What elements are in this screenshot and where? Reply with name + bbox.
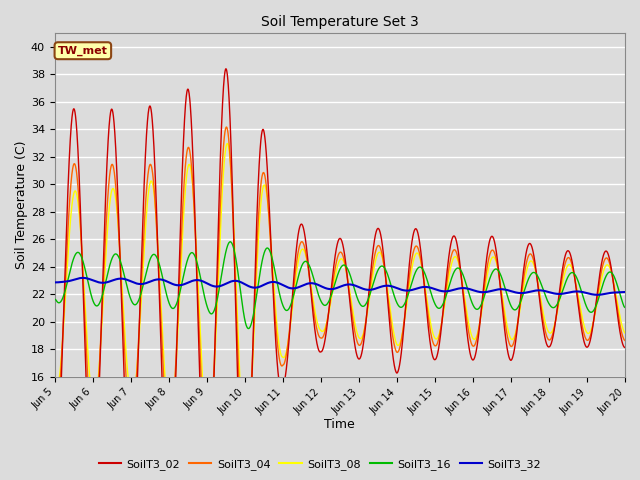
- SoilT3_08: [242, 456, 250, 461]
- SoilT3_32: [406, 288, 413, 293]
- SoilT3_04: [223, 124, 230, 130]
- SoilT3_08: [223, 141, 231, 146]
- SoilT3_02: [621, 345, 629, 350]
- Title: Soil Temperature Set 3: Soil Temperature Set 3: [261, 15, 419, 29]
- SoilT3_16: [621, 305, 629, 311]
- SoilT3_16: [396, 304, 404, 310]
- SoilT3_04: [173, 336, 180, 341]
- SoilT3_32: [396, 286, 404, 292]
- Y-axis label: Soil Temperature (C): Soil Temperature (C): [15, 141, 28, 269]
- SoilT3_04: [210, 365, 218, 371]
- SoilT3_16: [210, 308, 218, 314]
- SoilT3_04: [396, 345, 404, 350]
- SoilT3_32: [51, 279, 59, 285]
- SoilT3_16: [621, 304, 628, 310]
- SoilT3_32: [621, 289, 629, 295]
- SoilT3_04: [567, 259, 575, 264]
- SoilT3_02: [51, 470, 59, 476]
- SoilT3_32: [211, 283, 218, 289]
- SoilT3_08: [210, 373, 218, 379]
- SoilT3_02: [210, 375, 218, 381]
- Line: SoilT3_08: SoilT3_08: [55, 144, 625, 458]
- SoilT3_08: [621, 330, 628, 336]
- SoilT3_04: [406, 270, 413, 276]
- SoilT3_16: [567, 270, 575, 276]
- SoilT3_32: [567, 289, 575, 295]
- Line: SoilT3_02: SoilT3_02: [55, 69, 625, 480]
- SoilT3_08: [396, 340, 404, 346]
- SoilT3_16: [51, 296, 59, 302]
- SoilT3_08: [406, 278, 413, 284]
- SoilT3_08: [51, 386, 59, 392]
- SoilT3_04: [241, 471, 249, 477]
- Line: SoilT3_04: SoilT3_04: [55, 127, 625, 474]
- Line: SoilT3_32: SoilT3_32: [55, 278, 625, 295]
- SoilT3_32: [173, 282, 181, 288]
- SoilT3_02: [621, 345, 628, 350]
- SoilT3_04: [51, 415, 59, 421]
- SoilT3_02: [396, 360, 404, 366]
- SoilT3_16: [244, 325, 252, 331]
- SoilT3_16: [173, 300, 180, 306]
- SoilT3_02: [406, 256, 413, 262]
- SoilT3_02: [567, 254, 575, 260]
- SoilT3_08: [621, 330, 629, 336]
- SoilT3_04: [621, 337, 629, 343]
- Legend: SoilT3_02, SoilT3_04, SoilT3_08, SoilT3_16, SoilT3_32: SoilT3_02, SoilT3_04, SoilT3_08, SoilT3_…: [94, 455, 546, 474]
- X-axis label: Time: Time: [324, 419, 355, 432]
- SoilT3_32: [621, 289, 628, 295]
- Text: TW_met: TW_met: [58, 46, 108, 56]
- SoilT3_08: [567, 264, 575, 269]
- SoilT3_16: [406, 287, 413, 292]
- SoilT3_16: [227, 239, 234, 245]
- SoilT3_08: [173, 347, 180, 352]
- SoilT3_02: [222, 66, 230, 72]
- SoilT3_32: [593, 292, 601, 298]
- SoilT3_04: [621, 337, 628, 343]
- SoilT3_02: [173, 339, 180, 345]
- SoilT3_32: [79, 275, 86, 281]
- Line: SoilT3_16: SoilT3_16: [55, 242, 625, 328]
